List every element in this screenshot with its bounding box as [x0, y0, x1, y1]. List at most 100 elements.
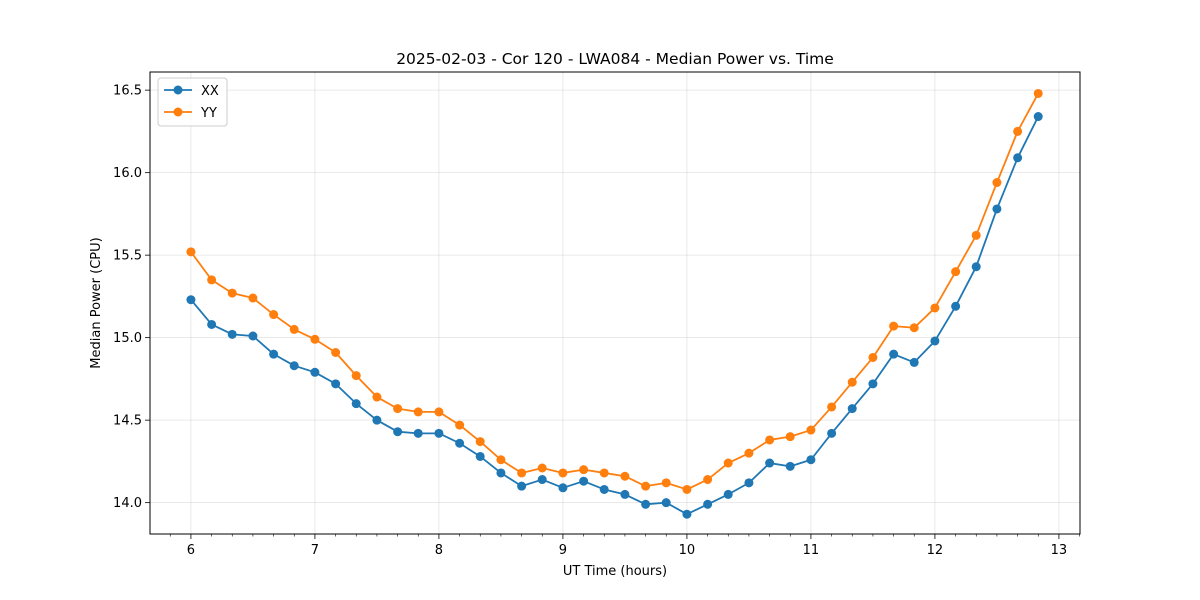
chart-title: 2025-02-03 - Cor 120 - LWA084 - Median P… — [396, 50, 834, 68]
x-tick-label: 12 — [927, 543, 944, 558]
data-point-yy — [785, 432, 795, 442]
y-axis-label: Median Power (CPU) — [89, 237, 104, 368]
data-point-yy — [930, 303, 940, 313]
y-tick-label: 14.0 — [113, 496, 142, 511]
plot-frame — [149, 71, 1081, 535]
data-point-yy — [393, 404, 403, 414]
x-tick-label: 9 — [559, 543, 567, 558]
data-point-xx — [248, 331, 258, 341]
data-point-xx — [806, 455, 816, 465]
data-point-yy — [620, 471, 630, 481]
data-point-xx — [868, 379, 878, 389]
y-tick-label: 15.5 — [113, 249, 142, 264]
x-tick-label: 13 — [1051, 543, 1068, 558]
data-point-yy — [372, 392, 382, 402]
data-point-xx — [723, 489, 733, 499]
data-point-xx — [682, 509, 692, 519]
data-point-yy — [909, 323, 919, 333]
data-point-xx — [641, 499, 651, 509]
data-point-yy — [847, 377, 857, 387]
data-point-yy — [207, 275, 217, 285]
data-point-xx — [992, 204, 1002, 214]
data-point-xx — [227, 329, 237, 339]
data-point-xx — [310, 367, 320, 377]
data-point-xx — [620, 489, 630, 499]
data-point-xx — [537, 475, 547, 485]
data-point-xx — [558, 483, 568, 493]
data-point-xx — [889, 349, 899, 359]
data-point-yy — [868, 352, 878, 362]
data-point-xx — [393, 427, 403, 437]
data-point-xx — [785, 461, 795, 471]
data-point-xx — [971, 262, 981, 272]
data-point-xx — [331, 379, 341, 389]
data-point-xx — [269, 349, 279, 359]
data-point-yy — [723, 458, 733, 468]
data-point-xx — [661, 498, 671, 508]
grid — [150, 72, 1080, 534]
data-point-yy — [558, 468, 568, 478]
data-point-xx — [765, 458, 775, 468]
data-point-yy — [248, 293, 258, 303]
legend: XX YY — [157, 77, 228, 127]
y-tick-label: 16.0 — [113, 166, 142, 181]
data-point-xx — [599, 484, 609, 494]
data-point-yy — [351, 371, 361, 381]
data-point-xx — [186, 295, 196, 305]
y-tick-label: 14.5 — [113, 414, 142, 429]
y-tick-label: 15.0 — [113, 331, 142, 346]
data-point-yy — [889, 321, 899, 331]
data-point-xx — [1033, 112, 1043, 122]
data-point-xx — [475, 451, 485, 461]
data-point-yy — [1013, 126, 1023, 136]
data-point-xx — [434, 428, 444, 438]
data-point-xx — [372, 415, 382, 425]
data-point-yy — [579, 465, 589, 475]
data-point-yy — [310, 334, 320, 344]
legend-label-yy: YY — [200, 106, 217, 121]
series-layer — [186, 88, 1043, 519]
legend-label-xx: XX — [201, 84, 219, 99]
data-point-xx — [909, 357, 919, 367]
data-point-yy — [661, 478, 671, 488]
x-tick-label: 10 — [679, 543, 696, 558]
legend-marker-yy — [173, 107, 183, 117]
data-point-yy — [186, 247, 196, 257]
data-point-yy — [413, 407, 423, 417]
data-point-xx — [744, 478, 754, 488]
data-point-xx — [827, 428, 837, 438]
series-xx — [186, 112, 1043, 519]
data-point-xx — [517, 481, 527, 491]
data-point-yy — [744, 448, 754, 458]
x-axis: 6 7 8 9 10 11 12 13 — [169, 534, 1080, 558]
data-point-yy — [496, 455, 506, 465]
data-point-yy — [269, 310, 279, 320]
x-tick-label: 8 — [435, 543, 443, 558]
x-tick-label: 7 — [311, 543, 319, 558]
data-point-yy — [765, 435, 775, 445]
data-point-xx — [1013, 153, 1023, 163]
data-point-yy — [537, 463, 547, 473]
data-point-yy — [331, 348, 341, 357]
data-point-xx — [455, 438, 465, 448]
data-point-xx — [847, 404, 857, 414]
data-point-yy — [827, 402, 837, 412]
data-point-xx — [351, 399, 361, 409]
x-tick-label: 11 — [803, 543, 820, 558]
data-point-xx — [413, 428, 423, 438]
data-point-xx — [703, 499, 713, 509]
data-point-xx — [951, 301, 961, 311]
data-point-yy — [289, 324, 299, 334]
data-point-yy — [951, 267, 961, 277]
data-point-yy — [517, 468, 527, 478]
data-point-yy — [455, 420, 465, 430]
data-point-xx — [207, 319, 217, 329]
data-point-yy — [434, 407, 444, 417]
data-point-yy — [1033, 88, 1043, 98]
x-tick-label: 6 — [187, 543, 195, 558]
x-axis-label: UT Time (hours) — [563, 564, 667, 579]
series-yy — [186, 88, 1043, 494]
data-point-yy — [703, 475, 713, 485]
y-tick-label: 16.5 — [113, 84, 142, 99]
data-point-yy — [971, 230, 981, 240]
